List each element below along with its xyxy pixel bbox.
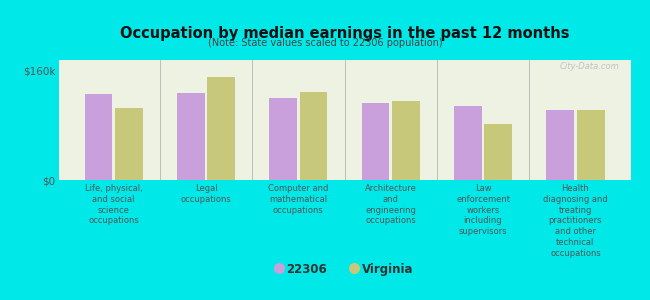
- Title: Occupation by median earnings in the past 12 months: Occupation by median earnings in the pas…: [120, 26, 569, 41]
- Text: City-Data.com: City-Data.com: [559, 62, 619, 71]
- Bar: [392, 101, 420, 180]
- Legend: 22306, Virginia: 22306, Virginia: [276, 263, 413, 276]
- Bar: [577, 110, 604, 180]
- Bar: [300, 92, 328, 180]
- Bar: [484, 124, 512, 180]
- Text: (Note: State values scaled to 22306 population): (Note: State values scaled to 22306 popu…: [208, 38, 442, 49]
- Bar: [546, 110, 574, 180]
- Bar: [454, 106, 482, 180]
- Bar: [115, 108, 143, 180]
- Bar: [361, 103, 389, 180]
- Bar: [177, 93, 205, 180]
- Bar: [269, 98, 297, 180]
- Bar: [84, 94, 112, 180]
- Bar: [207, 77, 235, 180]
